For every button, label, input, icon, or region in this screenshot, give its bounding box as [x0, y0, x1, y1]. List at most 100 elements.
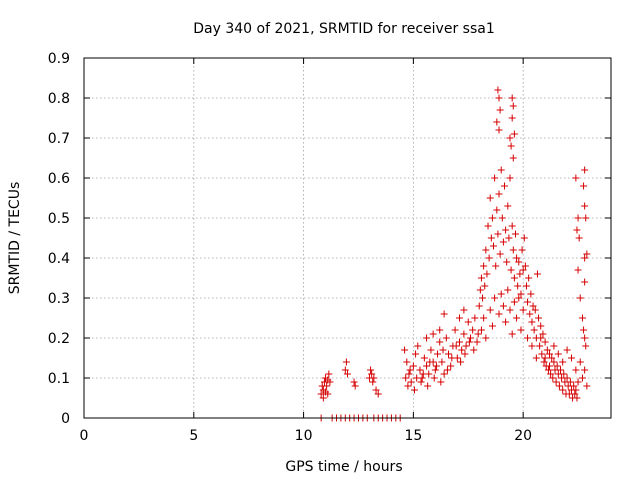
data-point — [508, 222, 516, 230]
data-point — [504, 202, 512, 210]
data-point — [554, 350, 562, 358]
data-point — [578, 314, 586, 322]
data-point — [476, 286, 484, 294]
data-point — [544, 366, 552, 374]
data-point — [483, 270, 491, 278]
data-point — [572, 386, 580, 394]
data-point — [491, 174, 499, 182]
data-point — [404, 382, 412, 390]
data-point — [442, 334, 450, 342]
data-point — [488, 214, 496, 222]
data-point — [432, 362, 440, 370]
data-point — [513, 254, 521, 262]
data-point — [508, 114, 516, 122]
data-point — [480, 314, 488, 322]
data-point — [508, 94, 516, 102]
y-tick-label: 0.2 — [48, 331, 70, 347]
data-point — [559, 386, 567, 394]
data-point — [455, 314, 463, 322]
data-point — [322, 388, 330, 396]
data-point — [374, 390, 382, 398]
data-point — [578, 374, 586, 382]
data-point — [507, 142, 515, 150]
data-point — [479, 294, 487, 302]
data-point — [429, 330, 437, 338]
data-point — [537, 322, 545, 330]
data-point — [583, 250, 591, 258]
data-point — [541, 354, 549, 362]
data-point — [515, 294, 523, 302]
data-point — [583, 382, 591, 390]
data-point — [529, 302, 537, 310]
data-point — [496, 250, 504, 258]
data-point — [420, 354, 428, 362]
data-point — [369, 378, 377, 386]
data-point — [520, 234, 528, 242]
data-point — [462, 342, 470, 350]
data-point — [492, 262, 500, 270]
data-point — [471, 314, 479, 322]
data-point — [502, 226, 510, 234]
data-point — [481, 282, 489, 290]
data-point — [530, 326, 538, 334]
data-point — [493, 206, 501, 214]
data-point — [550, 358, 558, 366]
data-point — [507, 266, 515, 274]
data-point — [517, 290, 525, 298]
data-point — [581, 202, 589, 210]
data-point — [513, 314, 521, 322]
y-tick-label: 0.5 — [48, 211, 70, 227]
data-point — [491, 294, 499, 302]
data-point — [323, 382, 331, 390]
y-tick-label: 0.6 — [48, 171, 70, 187]
data-point — [510, 130, 518, 138]
data-point — [484, 222, 492, 230]
data-point — [438, 358, 446, 366]
data-point — [573, 394, 581, 402]
data-point — [497, 166, 505, 174]
data-point — [368, 370, 376, 378]
data-point — [499, 238, 507, 246]
data-point — [417, 378, 425, 386]
data-point — [519, 306, 527, 314]
data-point — [502, 318, 510, 326]
data-point — [581, 334, 589, 342]
data-point — [519, 266, 527, 274]
chart-title: Day 340 of 2021, SRMTID for receiver ssa… — [193, 21, 495, 37]
data-point — [477, 274, 485, 282]
data-point — [424, 382, 432, 390]
data-point — [573, 226, 581, 234]
data-point — [458, 346, 466, 354]
data-point — [540, 358, 548, 366]
plot-frame — [83, 57, 612, 419]
data-point — [539, 330, 547, 338]
data-point — [563, 346, 571, 354]
data-point — [440, 310, 448, 318]
data-point — [501, 182, 509, 190]
data-point — [440, 370, 448, 378]
data-point — [344, 370, 351, 378]
data-point — [570, 382, 578, 390]
data-point — [493, 118, 501, 126]
data-point — [372, 386, 380, 394]
data-point — [443, 366, 451, 374]
data-point — [550, 342, 558, 350]
data-point — [526, 310, 534, 318]
data-point — [559, 358, 567, 366]
y-tick-label: 0.9 — [48, 51, 70, 67]
data-point — [434, 350, 442, 358]
data-point — [532, 354, 540, 362]
data-point — [457, 358, 465, 366]
data-point — [506, 306, 514, 314]
data-point — [555, 382, 563, 390]
data-point — [431, 366, 439, 374]
data-point — [572, 366, 580, 374]
data-point — [538, 350, 546, 358]
y-tick-label: 0.7 — [48, 131, 70, 147]
data-point — [581, 278, 589, 286]
data-point — [510, 274, 518, 282]
data-point — [452, 342, 460, 350]
data-point — [480, 262, 488, 270]
data-point — [531, 306, 539, 314]
